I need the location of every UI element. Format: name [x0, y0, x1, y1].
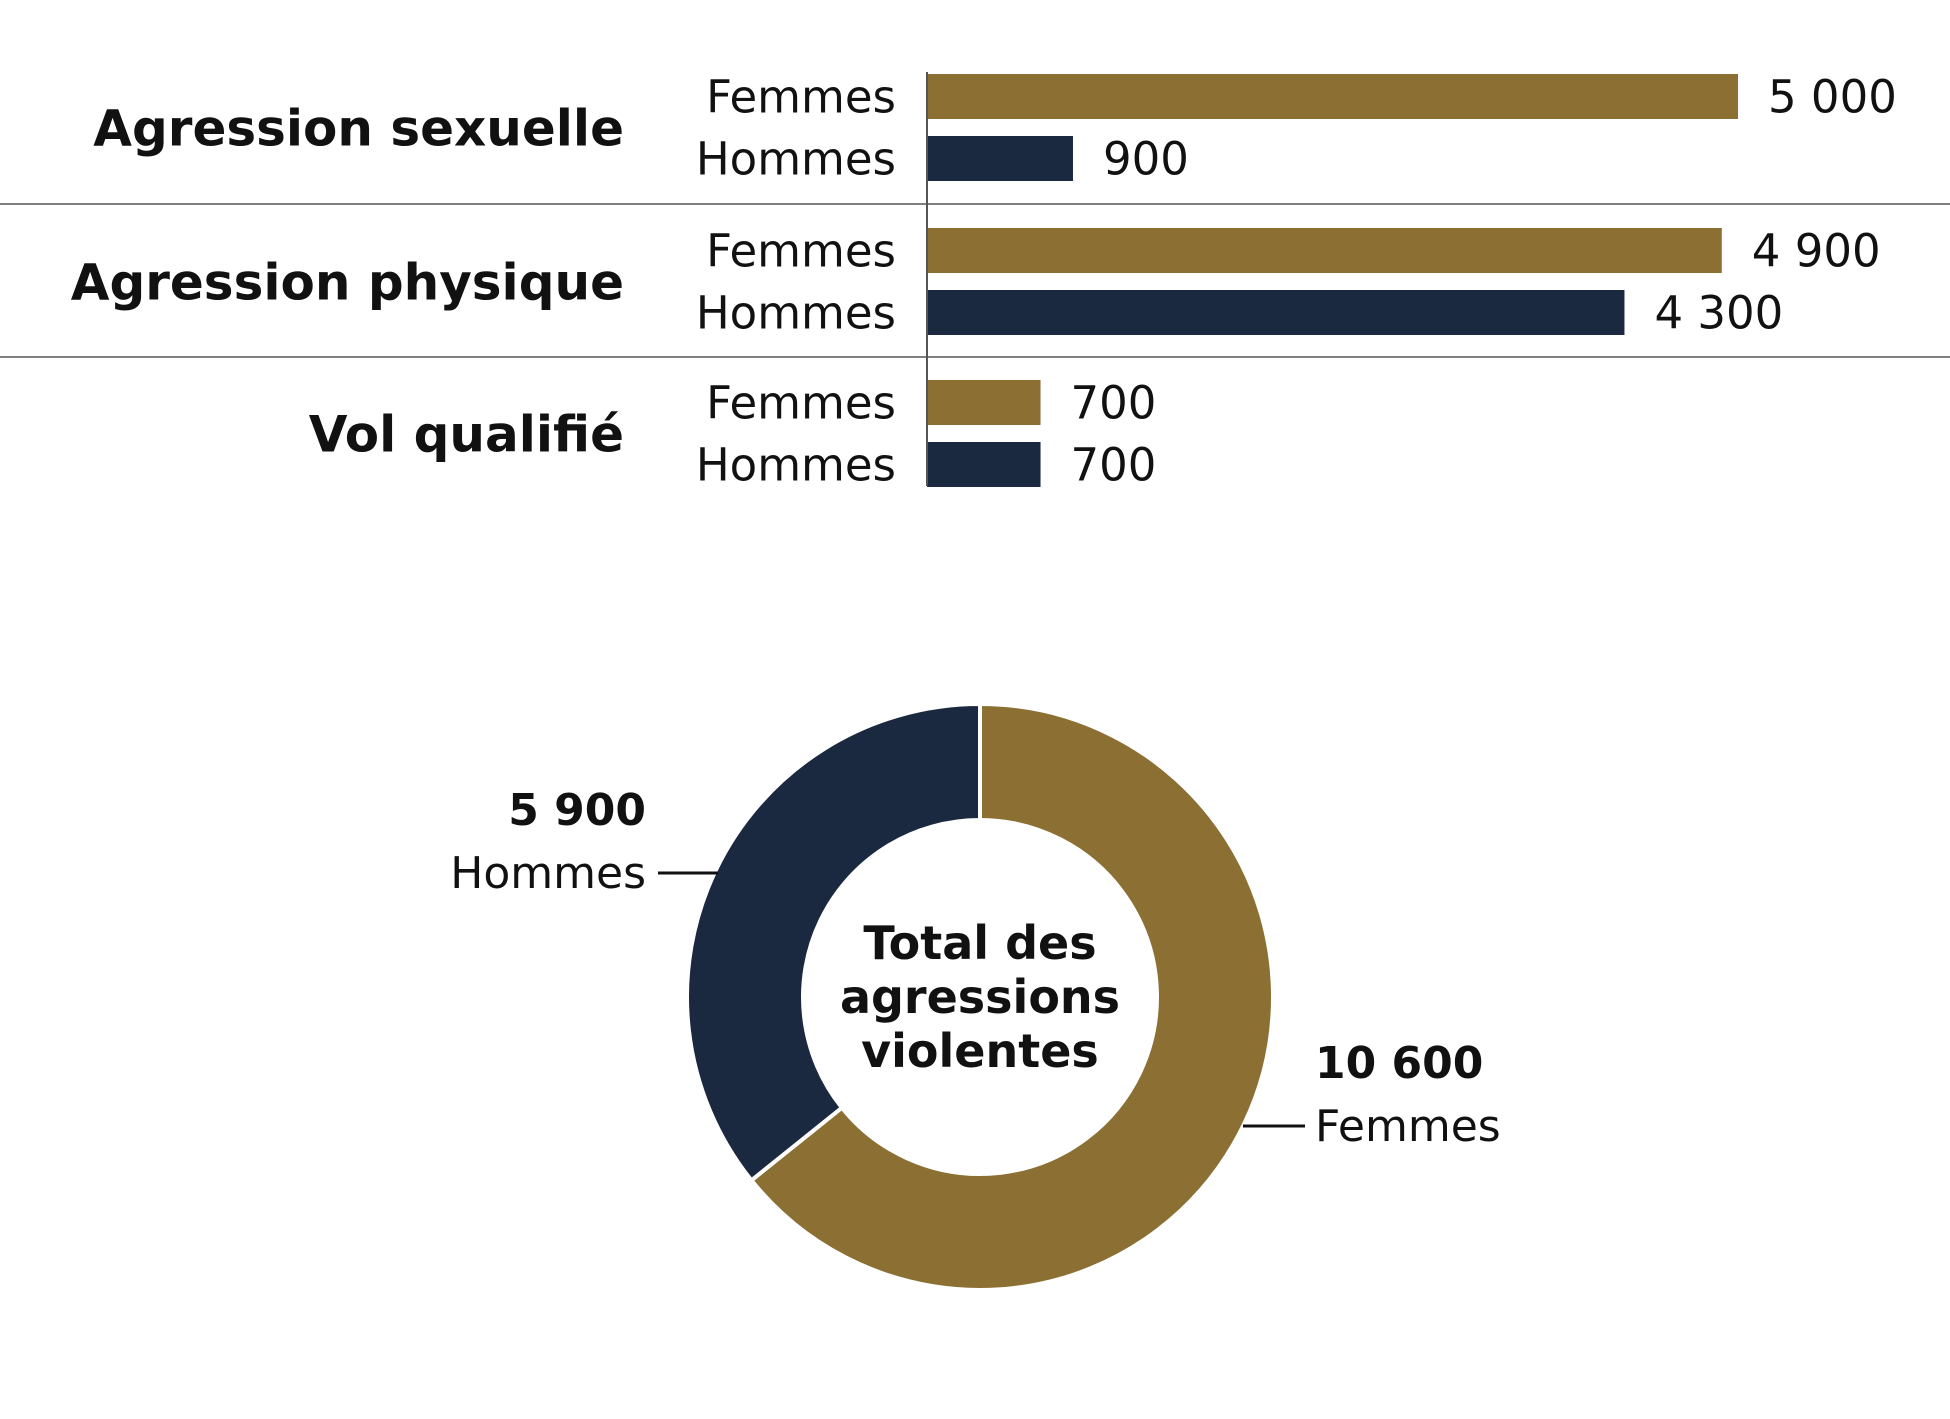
bar-femmes [927, 74, 1738, 119]
value-label: 4 300 [1654, 287, 1783, 340]
slice-name-label: Femmes [1315, 1101, 1501, 1152]
series-label: Hommes [696, 439, 896, 492]
category-label: Agression physique [71, 254, 624, 312]
category-label: Vol qualifié [309, 406, 624, 464]
slice-value-label: 5 900 [508, 785, 646, 836]
donut-slice-hommes [685, 701, 982, 1184]
center-label-line: agressions [840, 970, 1120, 1024]
bar-hommes [927, 290, 1625, 335]
series-label: Femmes [706, 377, 896, 430]
bar-hommes [927, 442, 1041, 487]
value-label: 700 [1071, 439, 1157, 492]
bar-group-agression-sexuelle: Agression sexuelle Femmes 5 000 Hommes 900 [93, 71, 1897, 186]
annotation-femmes: 10 600 Femmes [1243, 1038, 1501, 1152]
bar-femmes [927, 228, 1722, 273]
value-label: 900 [1103, 133, 1189, 186]
series-label: Hommes [696, 133, 896, 186]
value-label: 4 900 [1752, 225, 1881, 278]
series-label: Femmes [706, 71, 896, 124]
bar-femmes [927, 380, 1041, 425]
center-label-line: Total des [863, 916, 1096, 970]
bar-group-agression-physique: Agression physique Femmes 4 900 Hommes 4 300 [71, 225, 1881, 340]
value-label: 700 [1071, 377, 1157, 430]
slice-name-label: Hommes [450, 848, 646, 899]
slice-value-label: 10 600 [1315, 1038, 1483, 1089]
value-label: 5 000 [1768, 71, 1897, 124]
bar-hommes [927, 136, 1073, 181]
series-label: Femmes [706, 225, 896, 278]
donut-slice-femmes [748, 701, 1275, 1292]
center-label-line: violentes [861, 1024, 1099, 1078]
series-label: Hommes [696, 287, 896, 340]
bar-group-vol-qualifie: Vol qualifié Femmes 700 Hommes 700 [309, 377, 1157, 492]
category-label: Agression sexuelle [93, 100, 624, 158]
annotation-hommes: 5 900 Hommes [450, 785, 718, 899]
